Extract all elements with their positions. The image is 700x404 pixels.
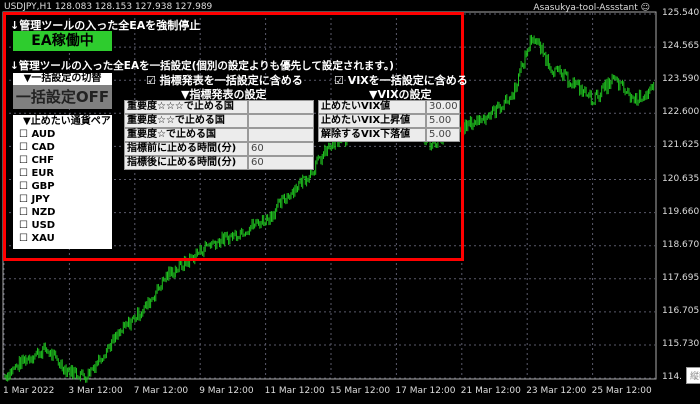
stop-all-label: ↓管理ツールの入った全EAを強制停止: [10, 19, 201, 32]
time-tick-label: 9 Mar 12:00: [199, 386, 254, 396]
time-tick-label: 7 Mar 12:00: [133, 386, 189, 396]
currency-checkbox-xau[interactable]: ☐ XAU: [19, 233, 55, 244]
time-tick-label: 3 Mar 12:00: [68, 386, 123, 396]
currency-checkbox-gbp[interactable]: ☐ GBP: [19, 181, 55, 192]
time-tick-label: 25 Mar 12:00: [591, 386, 652, 396]
currency-checkbox-cad[interactable]: ☐ CAD: [19, 142, 55, 153]
currency-checkbox-nzd[interactable]: ☐ NZD: [19, 207, 56, 218]
include-indicator-checkbox[interactable]: ☑ 指標発表を一括設定に含める: [146, 74, 303, 87]
indicator-row-input[interactable]: 60: [248, 156, 314, 170]
vix-row-input[interactable]: 30.00: [426, 100, 460, 114]
bulk-toggle-button[interactable]: 一括設定OFF: [13, 85, 112, 109]
ea-control-panel: ↓管理ツールの入った全EAを強制停止 EA稼働中 ↓管理ツールの入った全EAを一…: [3, 12, 468, 261]
currency-checkbox-eur[interactable]: ☐ EUR: [19, 168, 55, 179]
vix-row-label: 止めたいVIX上昇値: [318, 114, 426, 128]
price-tick-label: 122.600: [662, 107, 700, 118]
price-tick-label: 124.565: [662, 41, 700, 52]
price-tick-label: 114.: [662, 372, 683, 383]
include-vix-checkbox[interactable]: ☑ VIXを一括設定に含める: [334, 74, 468, 87]
indicator-row-label: 重要度☆☆☆で止める国: [124, 100, 248, 114]
currency-list: ▼止めたい通貨ペア ☐ AUD ☐ CAD ☐ CHF ☐ EUR ☐ GBP …: [13, 115, 112, 249]
indicator-row-label: 重要度☆☆で止める国: [124, 114, 248, 128]
axis-tooltip: 縦軸: [686, 367, 700, 384]
price-tick-label: 121.625: [662, 140, 700, 151]
indicator-row-input[interactable]: 60: [248, 142, 314, 156]
bulk-note: ↓管理ツールの入った全EAを一括設定(個別の設定よりも優先して設定されます。): [10, 60, 394, 72]
currency-checkbox-aud[interactable]: ☐ AUD: [19, 129, 56, 140]
price-tick-label: 123.590: [662, 74, 700, 85]
time-tick-label: 1 Mar 2022: [3, 386, 55, 396]
currency-checkbox-usd[interactable]: ☐ USD: [19, 220, 56, 231]
vix-row-input[interactable]: 5.00: [426, 114, 460, 128]
price-tick-label: 120.635: [662, 173, 700, 184]
price-tick-label: 118.670: [662, 239, 700, 250]
price-tick-label: 119.660: [662, 206, 700, 217]
vix-header: ▼VIXの設定: [369, 88, 432, 101]
ea-name-label: Asasukya-tool-Assstant ☺: [533, 3, 650, 13]
time-tick-label: 11 Mar 12:00: [264, 386, 325, 396]
currency-header: ▼止めたい通貨ペア: [23, 116, 111, 127]
indicator-row-input[interactable]: [248, 100, 314, 114]
time-tick-label: 17 Mar 12:00: [395, 386, 456, 396]
bulk-toggle-header: ▼一括設定の切替: [13, 73, 112, 85]
indicator-header: ▼指標発表の設定: [181, 88, 267, 101]
indicator-row-label: 重要度☆で止める国: [124, 128, 248, 142]
price-tick-label: 115.730: [662, 339, 700, 349]
currency-checkbox-chf[interactable]: ☐ CHF: [19, 155, 54, 166]
price-tick-label: 117.695: [662, 272, 700, 283]
chart-header: USDJPY,H1 128.083 128.153 127.938 127.98…: [4, 2, 213, 12]
time-tick-label: 23 Mar 12:00: [526, 386, 587, 396]
indicator-row-input[interactable]: [248, 128, 314, 142]
indicator-row-label: 指標後に止める時間(分): [124, 156, 248, 170]
indicator-row-input[interactable]: [248, 114, 314, 128]
time-tick-label: 15 Mar 12:00: [330, 386, 391, 396]
vix-row-label: 解除するVIX下落値: [318, 128, 426, 142]
ea-status-button[interactable]: EA稼働中: [13, 31, 112, 51]
vix-row-input[interactable]: 5.00: [426, 128, 460, 142]
price-tick-label: 116.705: [662, 305, 700, 316]
currency-checkbox-jpy[interactable]: ☐ JPY: [19, 194, 50, 205]
time-tick-label: 21 Mar 12:00: [460, 386, 521, 396]
vix-row-label: 止めたいVIX値: [318, 100, 426, 114]
indicator-row-label: 指標前に止める時間(分): [124, 142, 248, 156]
price-tick-label: 125.540: [662, 8, 700, 18]
